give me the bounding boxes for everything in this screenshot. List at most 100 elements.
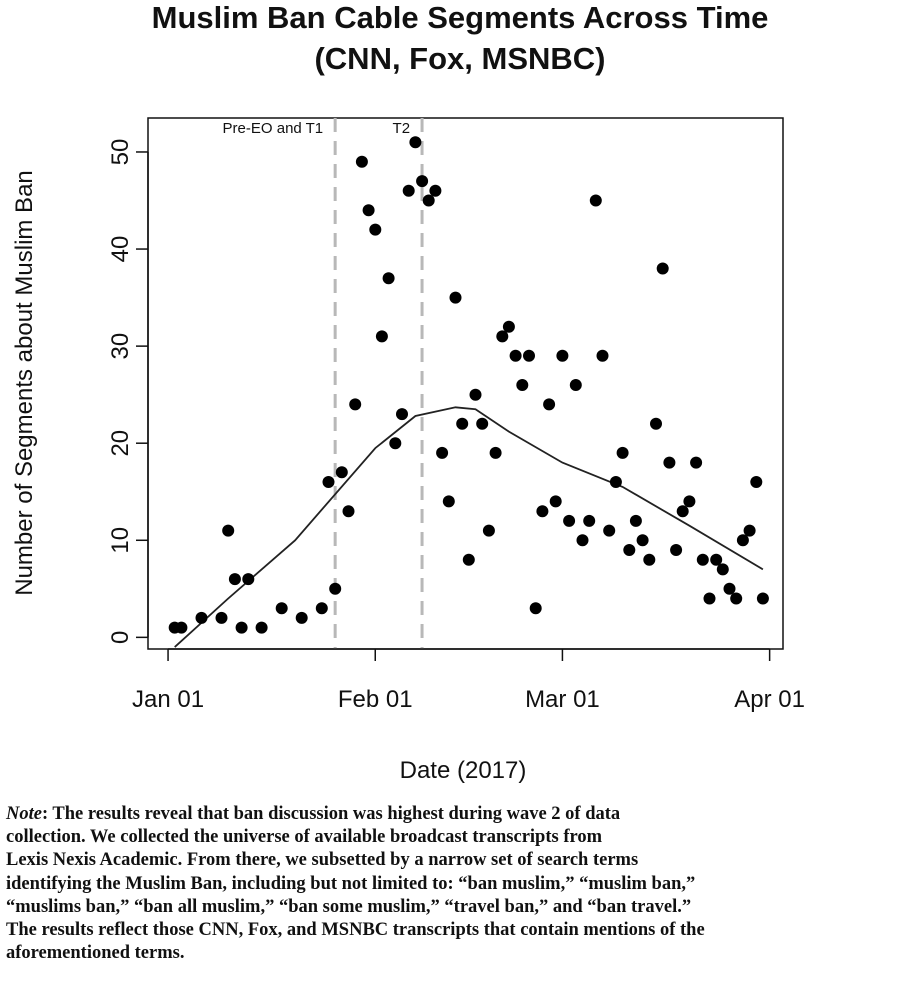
- data-point: [502, 320, 515, 333]
- data-points: [168, 136, 769, 634]
- data-point: [275, 602, 288, 615]
- data-point: [389, 437, 402, 450]
- period-label: Pre-EO and T1: [223, 120, 324, 137]
- data-point: [342, 505, 355, 518]
- x-tick-label: Apr 01: [734, 686, 805, 713]
- data-point: [456, 417, 469, 430]
- data-point: [228, 573, 241, 586]
- data-point: [235, 621, 248, 634]
- chart-title-line-1: Muslim Ban Cable Segments Across Time: [152, 0, 769, 35]
- data-point: [563, 514, 576, 527]
- y-axis: 0 10 20 30 40 50: [107, 139, 149, 644]
- data-point: [629, 514, 642, 527]
- data-point: [295, 611, 308, 624]
- x-axis: Jan 01 Feb 01 Mar 01 Apr 01: [132, 648, 805, 713]
- scatter-chart: Muslim Ban Cable Segments Across Time (C…: [11, 0, 805, 784]
- data-point: [650, 417, 662, 430]
- data-point: [355, 155, 368, 168]
- data-point: [462, 553, 475, 566]
- note-line: “muslims ban,” “ban all muslim,” “ban so…: [6, 896, 692, 917]
- data-point: [529, 602, 542, 615]
- data-point: [716, 563, 729, 576]
- data-point: [603, 524, 616, 537]
- data-point: [329, 582, 342, 595]
- y-tick-label: 0: [107, 631, 134, 644]
- x-tick-label: Feb 01: [338, 686, 413, 713]
- trend-line-group: [174, 406, 764, 648]
- data-point: [436, 446, 449, 459]
- trend-line: [174, 406, 764, 648]
- data-point: [736, 534, 749, 547]
- data-point: [442, 495, 455, 508]
- data-point: [523, 349, 535, 362]
- data-point: [469, 388, 482, 401]
- data-point: [222, 524, 235, 537]
- y-tick-label: 10: [107, 527, 134, 554]
- data-point: [175, 621, 188, 634]
- data-point: [375, 330, 388, 343]
- data-point: [516, 379, 529, 391]
- data-point: [476, 417, 489, 430]
- y-tick-label: 40: [107, 236, 134, 263]
- y-tick-label: 30: [107, 333, 134, 360]
- data-point: [382, 272, 395, 285]
- note-label: Note: [6, 804, 42, 824]
- figure-note: Note: The results reveal that ban discus…: [6, 803, 916, 965]
- data-point: [670, 544, 683, 556]
- data-point: [656, 262, 669, 275]
- data-point: [422, 194, 435, 207]
- note-line: identifying the Muslim Ban, including bu…: [6, 873, 696, 894]
- data-point: [335, 466, 348, 479]
- data-point: [756, 592, 769, 605]
- data-point: [215, 611, 228, 624]
- data-point: [242, 573, 255, 586]
- data-point: [556, 349, 569, 362]
- y-tick-label: 20: [107, 430, 134, 457]
- data-point: [416, 175, 429, 188]
- note-line: The results reflect those CNN, Fox, and …: [6, 920, 705, 941]
- note-text: : The results reveal that ban discussion…: [41, 804, 621, 824]
- data-point: [449, 291, 462, 304]
- note-line: Note: The results reveal that ban discus…: [6, 803, 916, 826]
- data-point: [643, 553, 656, 566]
- data-point: [743, 524, 756, 537]
- x-tick-label: Mar 01: [525, 686, 600, 713]
- data-point: [723, 582, 736, 595]
- y-tick-label: 50: [107, 139, 134, 166]
- data-point: [369, 223, 382, 236]
- data-point: [489, 446, 502, 459]
- data-point: [509, 349, 522, 362]
- data-point: [322, 476, 335, 488]
- data-point: [496, 330, 509, 343]
- data-point: [255, 621, 268, 634]
- data-point: [730, 592, 743, 605]
- data-point: [396, 408, 408, 421]
- note-line: collection. We collected the universe of…: [6, 827, 603, 848]
- data-point: [616, 446, 629, 459]
- data-point: [663, 456, 676, 469]
- x-tick-label: Jan 01: [132, 686, 204, 713]
- y-axis-label: Number of Segments about Muslim Ban: [11, 170, 38, 596]
- data-point: [596, 349, 609, 362]
- note-line: aforementioned terms.: [6, 943, 185, 964]
- data-point: [583, 514, 596, 527]
- data-point: [710, 553, 723, 566]
- data-point: [703, 592, 716, 605]
- data-point: [536, 505, 549, 518]
- data-point: [429, 184, 442, 197]
- data-point: [402, 184, 415, 197]
- note-line: Lexis Nexis Academic. From there, we sub…: [6, 850, 639, 871]
- data-point: [549, 495, 562, 508]
- data-point: [676, 505, 689, 518]
- data-point: [195, 611, 208, 624]
- data-point: [690, 456, 703, 469]
- data-point: [623, 544, 636, 556]
- plot-frame: [147, 117, 784, 650]
- data-point: [482, 524, 495, 537]
- data-point: [409, 136, 422, 149]
- data-point: [543, 398, 556, 411]
- data-point: [349, 398, 362, 411]
- data-point: [683, 495, 696, 508]
- data-point: [636, 534, 649, 547]
- data-point: [696, 553, 709, 566]
